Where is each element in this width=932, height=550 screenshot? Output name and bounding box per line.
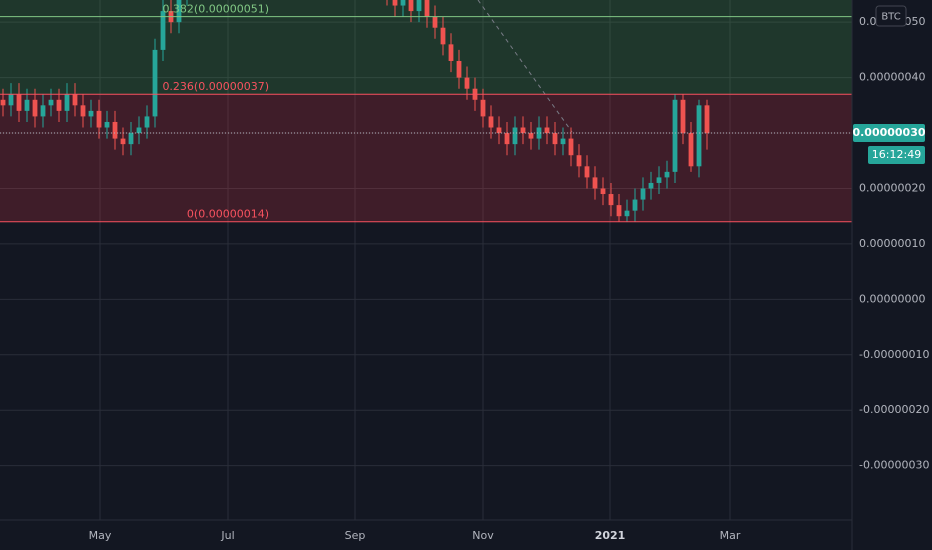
candle-body [432,16,438,28]
candle-body [104,121,110,128]
candle-body [152,49,158,117]
candle-body [648,182,654,189]
candle-body [72,94,78,106]
candle-body [488,116,494,128]
candle-body [704,105,710,134]
candle-body [440,27,446,45]
candle-body [568,138,574,156]
candle-body [664,171,670,178]
candle-body [136,127,142,134]
y-tick-label: 0.00000000 [859,292,925,305]
candle-body [144,116,150,128]
candle-body [16,94,22,111]
candle-body [40,105,46,117]
candle-body [24,99,30,111]
candle-body [504,133,510,145]
price-badge [853,124,925,143]
candle-body [584,166,590,178]
candle-body [680,99,686,134]
y-tick-label: 0.00000020 [859,181,925,194]
x-tick-label: Sep [345,529,366,542]
candle-body [96,110,102,128]
plot-area: 0.382(0.00000051) 0.236(0.00000037) 0(0.00… [0,0,852,223]
candle-body [88,110,94,117]
y-tick-label: 0.00000010 [859,237,925,250]
candle-body [80,105,86,117]
candle-body [656,177,662,183]
price-badge-label: 0.00000030 [852,126,925,139]
y-tick-label: -0.00000010 [859,348,929,361]
candle-body [600,188,606,195]
candle-body [464,77,470,89]
candle-body [688,133,694,167]
candle-body [8,94,14,106]
candle-body [592,177,598,189]
fib-label: 0(0.00000014) [187,208,269,221]
fib-zone-lower [0,94,852,222]
candle-body [392,0,398,6]
fib-label: 0.236(0.00000037) [162,80,269,93]
x-tick-label: Jul [220,529,234,542]
candle-body [120,138,126,145]
candle-body [616,205,622,217]
candle-body [632,199,638,211]
candle-body [48,99,54,106]
candle-body [0,99,6,106]
x-tick-label: Nov [472,529,494,542]
candle-body [112,121,118,139]
candle-body [528,133,534,139]
candle-body [408,0,414,12]
candle-body [552,133,558,145]
candle-body [416,0,422,12]
candle-body [576,155,582,167]
candle-body [128,133,134,145]
y-tick-label: 0.00000040 [859,71,925,84]
candle-body [608,194,614,206]
fib-label: 0.382(0.00000051) [162,3,269,16]
countdown-label: 16:12:49 [872,148,921,161]
candle-body [536,127,542,139]
candle-body [56,99,62,111]
candle-body [696,105,702,167]
symbol-label: BTC [881,12,900,23]
candle-body [544,127,550,134]
x-tick-label: Mar [720,529,741,542]
y-tick-label: -0.00000030 [859,459,929,472]
candle-body [640,188,646,200]
candle-body [160,11,166,50]
candle-body [512,127,518,145]
candle-body [624,210,630,217]
candle-body [480,99,486,117]
countdown-badge [868,146,925,165]
candle-body [520,127,526,134]
candle-body [32,99,38,117]
candle-body [176,0,182,23]
x-tick-label: 2021 [595,529,626,542]
trend-line [477,0,573,133]
candle-body [672,99,678,172]
candle-body [560,138,566,145]
x-tick-label: May [89,529,112,542]
y-tick-label: -0.00000020 [859,403,929,416]
candle-body [400,0,406,6]
candle-body [424,0,430,17]
candle-body [456,60,462,78]
candle-body [448,44,454,61]
candle-body [496,127,502,134]
symbol-button[interactable] [875,5,907,27]
candle-body [64,94,70,111]
